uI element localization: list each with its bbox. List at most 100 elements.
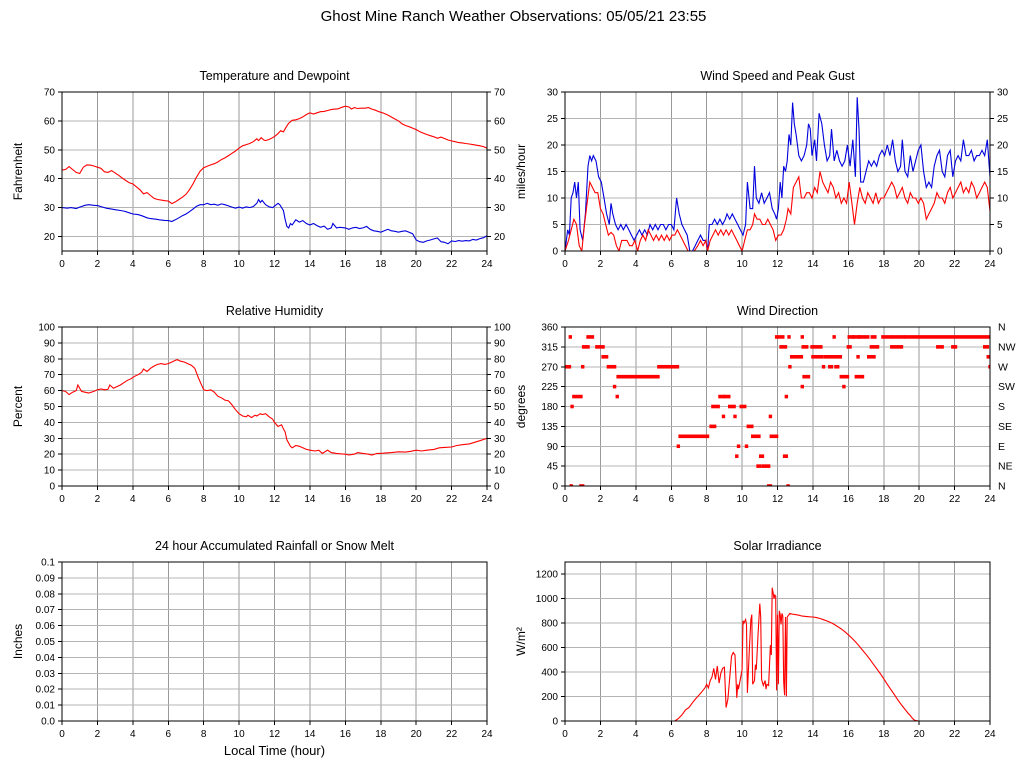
chart-relative-humidity: Relative Humidity 0 2 4 6 8 10 12 14 16 18 20 22 24 0 0… [8,295,517,532]
y-tick-label: 5 [552,220,558,231]
x-axis-label: Local Time (hour) [224,743,325,758]
x-tick-label: 14 [304,494,316,505]
x-tick-label: 18 [878,259,890,270]
wind-direction-marker-run [761,464,771,468]
y-tick-label: 1000 [536,594,559,605]
x-tick-label: 18 [878,729,890,740]
x-tick-label: 6 [668,494,674,505]
wind-direction-marker-run [858,335,866,339]
y-tick-label-right: 60 [494,116,506,127]
x-tick-label: 20 [411,259,423,270]
x-tick-label: 20 [914,259,926,270]
y-tick-label: 20 [44,232,56,243]
wind-direction-marker-run [756,464,762,468]
relative-humidity-line [62,358,487,456]
x-tick-label: 14 [807,494,819,505]
wind-direction-marker-run [601,355,609,359]
x-tick-label: 2 [598,494,604,505]
x-tick-label: 12 [772,729,784,740]
y-tick-label: 40 [44,174,56,185]
chart-temperature-dewpoint: Temperature and Dewpoint 0 2 4 6 8 10 12 14 16 18 2… [8,60,517,297]
x-tick-label: 6 [165,494,171,505]
wind-direction-marker-run [890,345,904,349]
x-tick-label: 20 [411,494,423,505]
wind-direction-marker-run [774,335,785,339]
wind-direction-marker-run [846,345,852,349]
y-tick-label: 800 [541,619,558,630]
wind-direction-marker-run [733,414,737,419]
wind-direction-marker-run [744,444,749,449]
y-tick-label: 0.09 [36,573,56,584]
x-tick-label: 22 [446,729,458,740]
y-tick-label-right: 5 [997,220,1003,231]
wind-direction-marker-run [800,335,804,339]
x-tick-label: 4 [633,259,639,270]
x-tick-label: 12 [269,729,281,740]
y-tick-label: 0 [552,247,558,258]
wind-direction-marker-run [787,335,791,339]
wind-direction-marker-run [595,345,605,349]
compass-label: N [998,481,1006,493]
x-tick-label: 8 [704,494,710,505]
chart-title: Relative Humidity [226,304,324,318]
wind-direction-marker-run [823,355,835,359]
wind-speed-line [565,171,990,251]
y-tick-label: 45 [547,462,559,473]
wind-direction-marker-run [800,384,804,389]
wind-direction-marker-run [657,364,680,369]
y-tick-label-right: 10 [494,466,506,477]
wind-direction-marker-run [864,335,870,339]
wind-direction-marker-run [870,335,877,339]
y-tick-label: 30 [44,203,56,214]
y-axis-label: W/m² [514,627,528,656]
y-tick-label: 50 [44,145,56,156]
y-tick-label: 10 [547,194,559,205]
wind-direction-marker-run [951,345,958,349]
y-tick-label: 0.04 [36,653,56,664]
wind-direction-marker-run [856,355,860,359]
y-tick-label-right: 40 [494,174,506,185]
y-tick-label: 0.06 [36,621,56,632]
chart-title: Wind Speed and Peak Gust [700,69,855,83]
compass-label: NE [998,461,1013,473]
y-tick-label: 180 [541,402,558,413]
x-tick-label: 6 [165,259,171,270]
x-tick-label: 8 [201,729,207,740]
wind-direction-marker-run [833,355,843,359]
x-tick-label: 0 [59,259,65,270]
y-tick-label: 30 [44,434,56,445]
wind-direction-marker-run [579,484,585,486]
x-tick-label: 2 [95,259,101,270]
chart-rainfall: 24 hour Accumulated Rainfall or Snow Mel… [8,530,517,767]
x-tick-label: 4 [633,494,639,505]
y-tick-label-right: 80 [494,354,506,365]
x-tick-label: 0 [562,729,568,740]
y-tick-label: 400 [541,668,558,679]
y-tick-label: 0.0 [41,717,55,728]
wind-direction-marker-run [779,345,788,349]
page-title: Ghost Mine Ranch Weather Observations: 0… [320,8,707,25]
y-tick-label-right: 50 [494,145,506,156]
wind-direction-marker-run [709,424,717,429]
x-tick-label: 16 [843,494,855,505]
y-tick-label: 30 [547,88,559,99]
compass-label: NW [998,341,1016,353]
y-tick-label: 50 [44,402,56,413]
y-tick-label: 0.03 [36,669,56,680]
y-tick-label: 315 [541,342,558,353]
x-tick-label: 10 [737,729,749,740]
x-tick-label: 16 [843,259,855,270]
x-tick-label: 14 [807,259,819,270]
y-tick-label: 70 [44,370,56,381]
wind-direction-marker-run [586,335,595,339]
x-tick-label: 4 [130,729,136,740]
x-tick-label: 20 [914,729,926,740]
y-tick-label: 20 [44,450,56,461]
wind-direction-marker-run [788,364,792,369]
y-tick-label: 0.02 [36,685,56,696]
y-tick-label: 200 [541,692,558,703]
wind-direction-marker-run [735,454,739,458]
y-tick-label-right: 25 [997,114,1009,125]
wind-direction-marker-run [854,374,865,379]
y-tick-label: 270 [541,362,558,373]
